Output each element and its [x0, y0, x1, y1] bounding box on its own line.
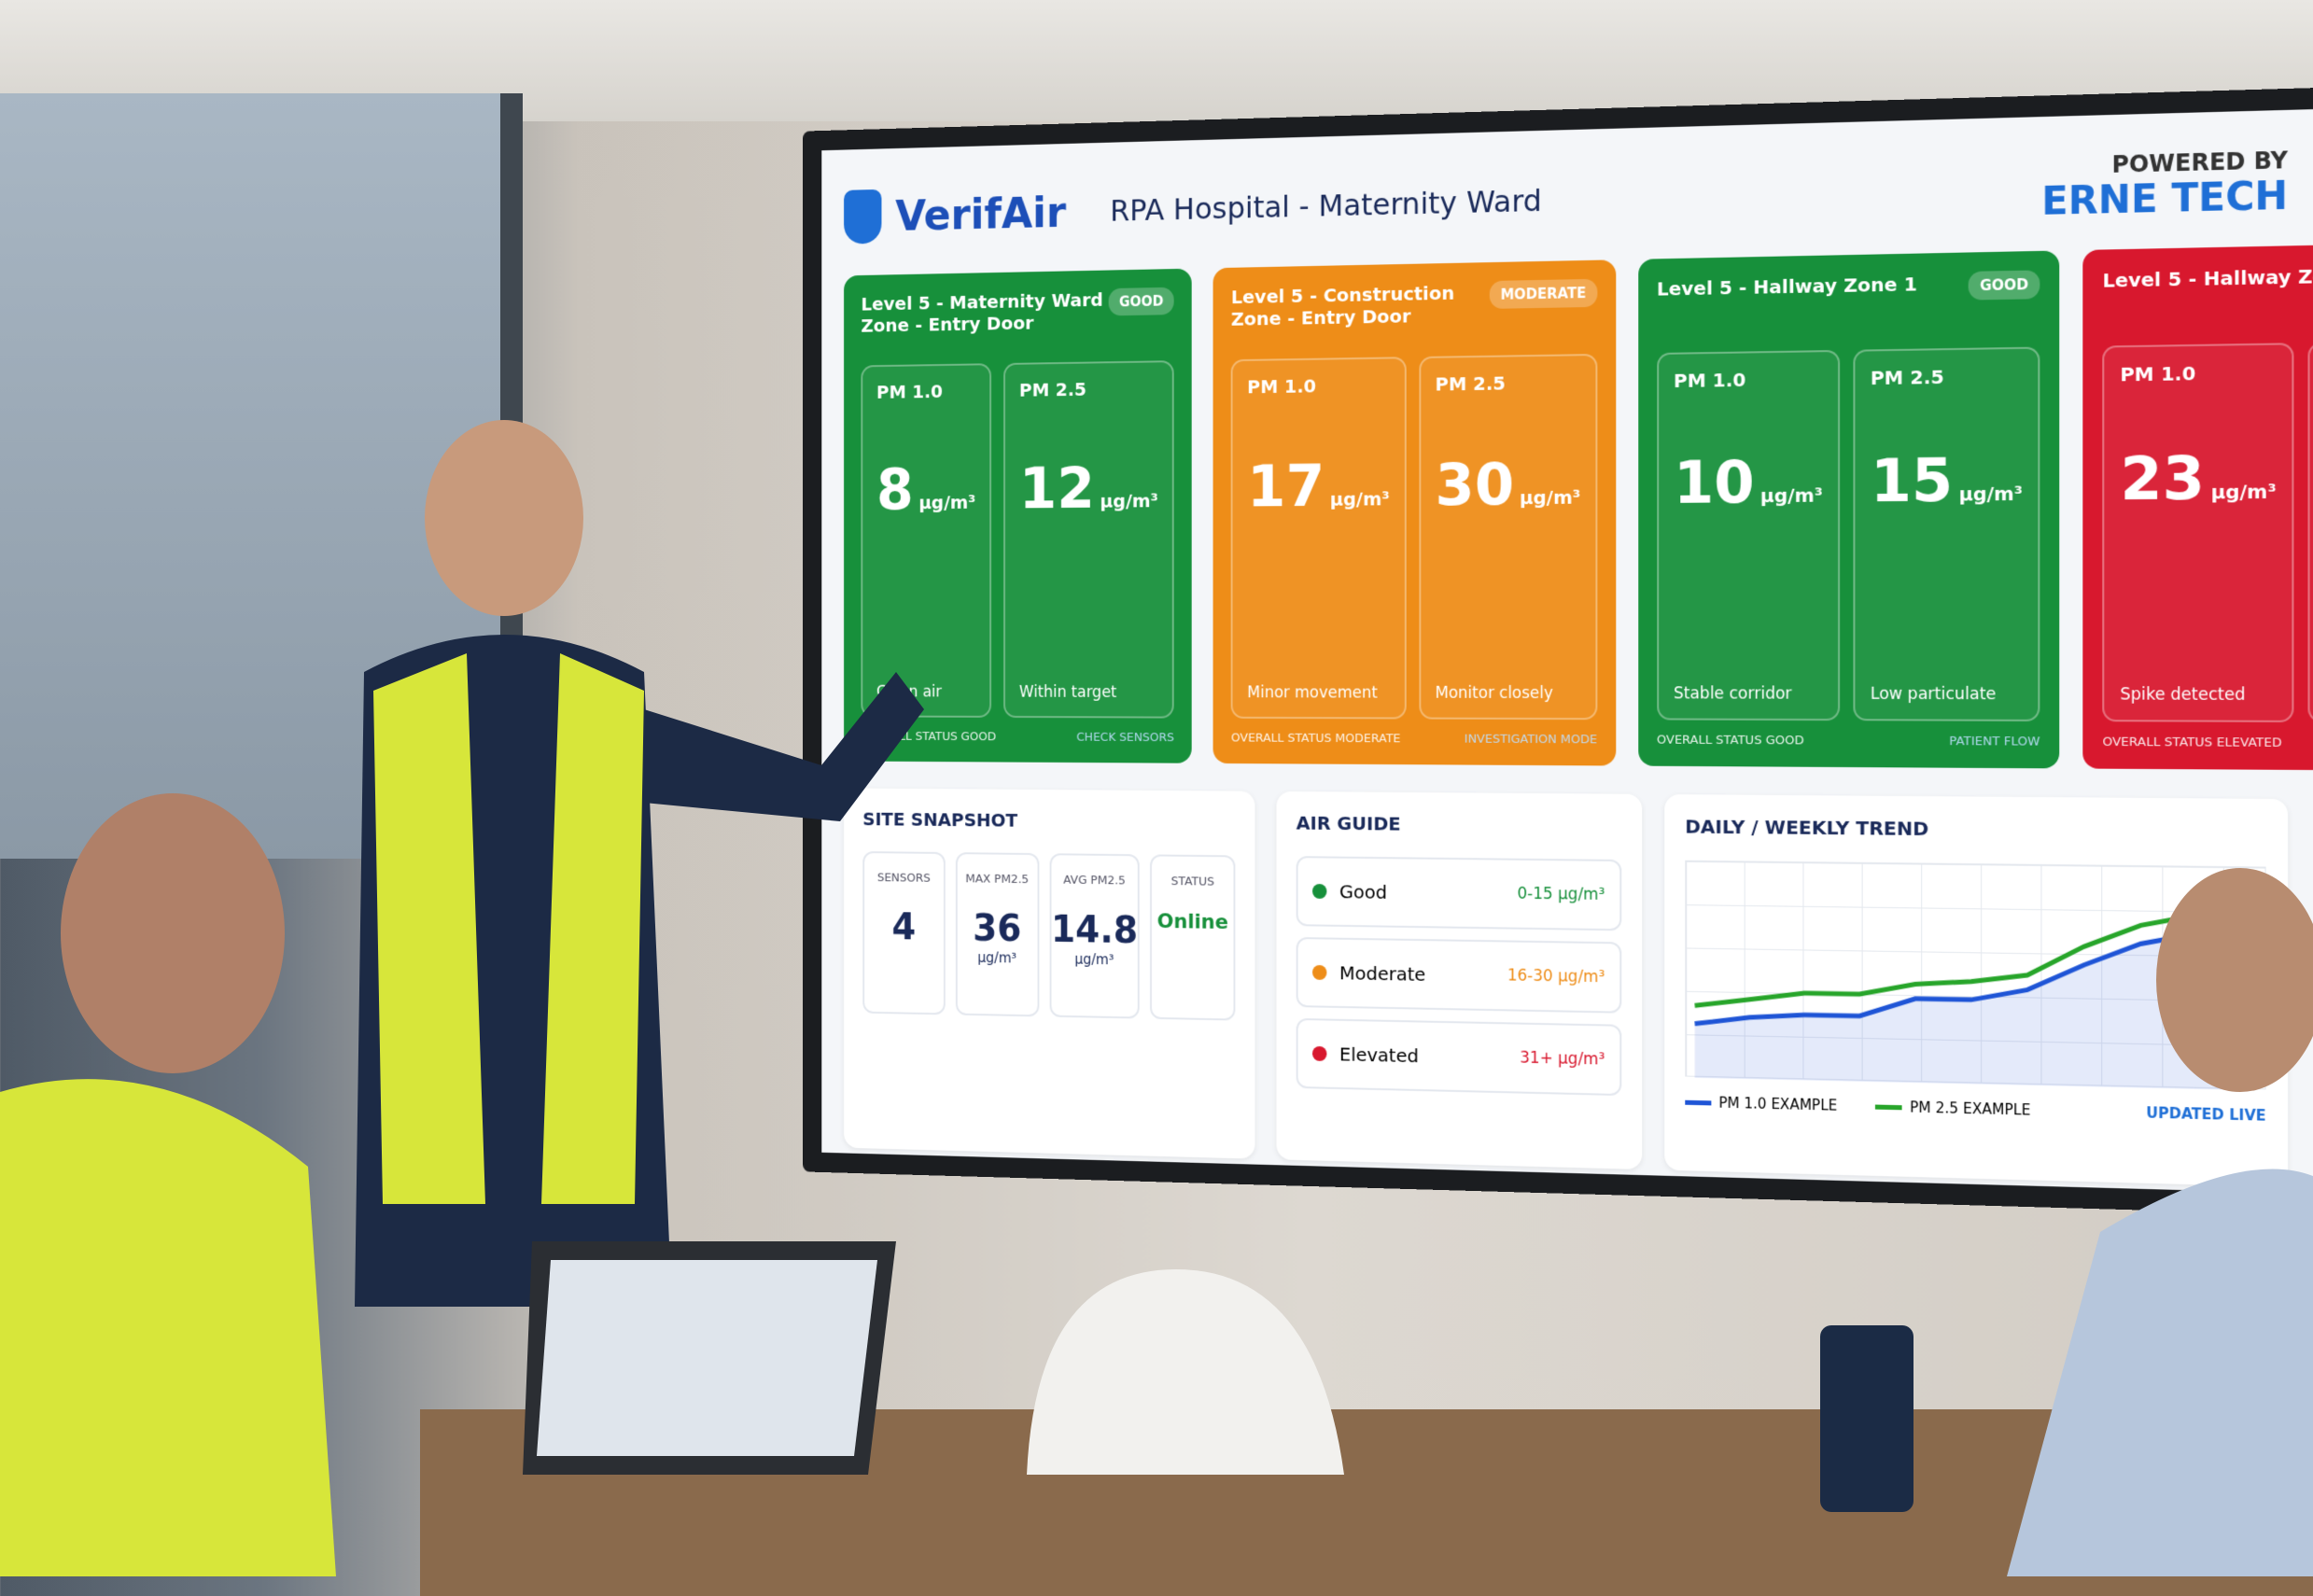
vest: [0, 1079, 336, 1576]
head: [61, 793, 285, 1073]
head: [2156, 868, 2313, 1092]
hard-hat: [1027, 1269, 1344, 1475]
mug: [1820, 1325, 1913, 1512]
shirt: [2007, 1169, 2313, 1577]
laptop-screen: [537, 1260, 877, 1456]
head: [425, 420, 583, 616]
arm: [644, 672, 924, 821]
